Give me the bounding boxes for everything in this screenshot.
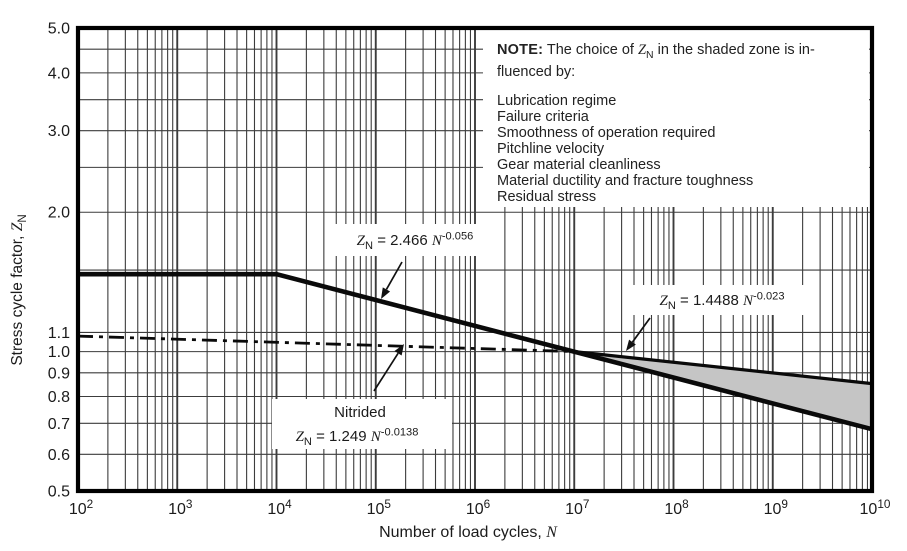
x-tick-label: 106 — [466, 497, 491, 518]
note-block: NOTE: The choice of ZN in the shaded zon… — [497, 42, 869, 205]
y-tick-label: 4.0 — [48, 65, 70, 82]
x-tick-label: 109 — [764, 497, 788, 518]
y-tick-label: 0.8 — [48, 389, 70, 406]
y-tick-label: 0.7 — [48, 416, 70, 433]
x-tick-label: 103 — [168, 497, 193, 518]
series-line-general-curve — [78, 271, 873, 432]
y-tick-label: 1.1 — [48, 325, 70, 342]
series-line-nitrided — [77, 334, 575, 353]
note-heading: NOTE: The choice of ZN in the shaded zon… — [497, 42, 815, 61]
eq-nitrided-mask — [272, 399, 452, 449]
eq-general-arrow-shaft — [385, 261, 403, 290]
x-tick-label: 108 — [664, 497, 689, 518]
y-axis-title: Stress cycle factor, ZN — [9, 214, 29, 365]
zn-symbol: Z — [637, 42, 647, 58]
plot-border — [75, 25, 875, 494]
y-tick-label: 3.0 — [48, 123, 70, 140]
x-tick-label: 107 — [565, 497, 589, 518]
x-tick-label: 102 — [69, 497, 93, 518]
eq-upper-arrow-shaft — [631, 317, 651, 343]
note-item: Failure criteria — [497, 108, 589, 125]
note-items: Lubrication regime Failure criteria Smooth… — [497, 93, 869, 205]
y-tick-label: 2.0 — [48, 205, 70, 222]
y-tick-label: 0.9 — [48, 365, 70, 382]
y-tick-label: 0.6 — [48, 447, 70, 464]
note-heading-line2: fluenced by: — [497, 63, 576, 80]
eq-general-mask — [332, 224, 500, 256]
x-tick-label: 104 — [267, 497, 292, 518]
note-item: Pitchline velocity — [497, 140, 605, 157]
note-label: NOTE: — [497, 42, 544, 58]
y-tick-label: 5.0 — [48, 21, 70, 38]
series-line-upper-bound — [574, 350, 873, 386]
eq-nitrided-label: ZN = 1.249 N-0.0138 — [296, 426, 419, 447]
eq-nitrided-label: Nitrided — [334, 404, 386, 421]
note-item: Material ductility and fracture toughnes… — [497, 172, 754, 189]
eq-general-arrow-head — [381, 287, 391, 299]
eq-nitrided-arrow-shaft — [373, 352, 399, 392]
eq-upper-label: ZN = 1.4488 N-0.023 — [660, 290, 785, 311]
eq-general-label: ZN = 2.466 N-0.056 — [357, 230, 474, 251]
note-item: Residual stress — [497, 188, 597, 205]
note-item: Smoothness of operation required — [497, 124, 716, 141]
note-mask — [483, 30, 869, 207]
y-tick-label: 0.5 — [48, 484, 70, 501]
note-item: Gear material cleanliness — [497, 156, 661, 173]
eq-upper-arrow-head — [626, 339, 636, 351]
x-tick-label: 105 — [367, 497, 392, 518]
eq-upper-mask — [633, 285, 811, 315]
x-tick-label: 1010 — [860, 497, 891, 518]
note-item: Lubrication regime — [497, 92, 617, 109]
y-tick-label: 1.0 — [48, 344, 70, 361]
x-axis-title: Number of load cycles, N — [379, 524, 558, 541]
eq-nitrided-arrow-head — [394, 344, 404, 356]
